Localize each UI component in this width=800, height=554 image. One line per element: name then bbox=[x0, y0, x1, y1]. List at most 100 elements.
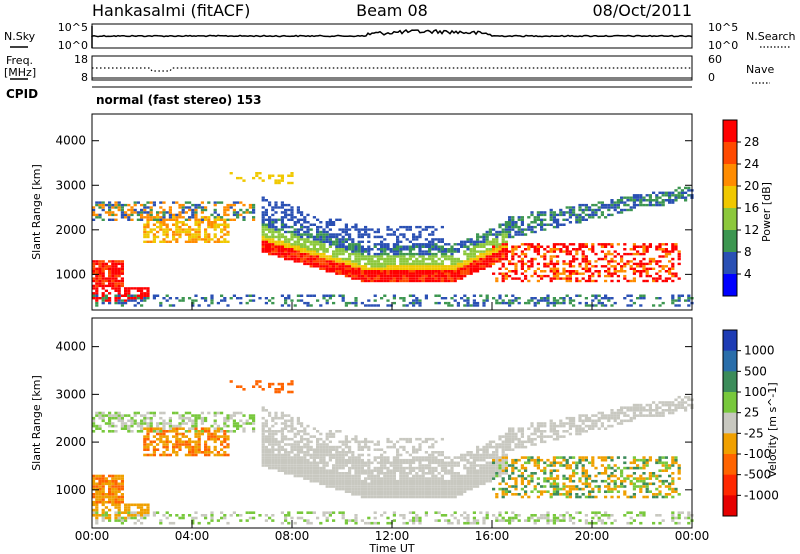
velocity-cell bbox=[274, 456, 278, 459]
power-cell bbox=[466, 245, 470, 248]
velocity-cell bbox=[293, 469, 297, 472]
velocity-cell bbox=[364, 485, 368, 488]
power-cell bbox=[472, 257, 476, 261]
power-cell bbox=[120, 216, 124, 219]
power-cell bbox=[556, 270, 560, 273]
power-cell bbox=[581, 272, 585, 275]
power-cell bbox=[607, 297, 611, 300]
velocity-cell bbox=[504, 458, 508, 462]
power-cell bbox=[421, 245, 425, 248]
velocity-cell bbox=[204, 416, 208, 420]
power-cell bbox=[568, 252, 572, 256]
power-cell bbox=[271, 221, 275, 224]
velocity-cell bbox=[252, 430, 256, 433]
velocity-cell bbox=[280, 411, 284, 415]
power-cell bbox=[178, 233, 182, 236]
power-cell bbox=[680, 294, 684, 297]
power-cell bbox=[671, 274, 675, 278]
power-cell bbox=[655, 201, 659, 204]
velocity-cell bbox=[293, 435, 297, 438]
power-cell bbox=[306, 260, 310, 263]
velocity-cell bbox=[143, 514, 147, 517]
velocity-cell bbox=[399, 477, 403, 480]
power-cell bbox=[568, 211, 572, 214]
power-cell bbox=[264, 228, 268, 231]
velocity-cell bbox=[501, 453, 505, 457]
velocity-cell bbox=[335, 474, 339, 478]
power-cell bbox=[402, 274, 406, 278]
power-cell bbox=[405, 245, 409, 248]
velocity-cell bbox=[466, 487, 470, 491]
power-cell bbox=[450, 252, 454, 256]
power-cell bbox=[140, 203, 144, 207]
power-cell bbox=[344, 274, 348, 278]
velocity-cell bbox=[312, 456, 316, 459]
power-colorbar-swatch bbox=[723, 208, 737, 231]
power-cell bbox=[588, 262, 592, 266]
power-cell bbox=[92, 279, 96, 283]
velocity-cell bbox=[293, 521, 297, 525]
velocity-cell bbox=[98, 500, 102, 504]
velocity-cell bbox=[351, 477, 355, 480]
velocity-cell bbox=[124, 422, 128, 425]
velocity-cell bbox=[332, 511, 336, 514]
power-cell bbox=[261, 230, 265, 234]
velocity-cell bbox=[450, 493, 454, 496]
power-cell bbox=[194, 213, 198, 217]
velocity-cell bbox=[437, 485, 441, 488]
power-cell bbox=[578, 245, 582, 248]
power-cell bbox=[482, 233, 486, 236]
velocity-cell bbox=[508, 440, 512, 444]
velocity-cell bbox=[447, 521, 451, 525]
power-cell bbox=[424, 270, 428, 273]
power-cell bbox=[232, 203, 236, 207]
power-cell bbox=[306, 225, 310, 229]
power-cell bbox=[565, 218, 569, 221]
power-cell bbox=[354, 270, 358, 273]
velocity-cell bbox=[504, 435, 508, 438]
power-x-ticks bbox=[91, 302, 693, 310]
power-cell bbox=[108, 279, 112, 283]
power-cell bbox=[447, 248, 451, 251]
velocity-cell bbox=[325, 482, 329, 486]
power-cell bbox=[517, 233, 521, 236]
power-cell bbox=[530, 299, 534, 302]
velocity-cell bbox=[303, 464, 307, 467]
power-cell bbox=[341, 230, 345, 234]
power-cell bbox=[277, 228, 281, 231]
velocity-cell bbox=[178, 448, 182, 451]
velocity-cell bbox=[418, 456, 422, 459]
velocity-cell bbox=[418, 474, 422, 478]
velocity-cell bbox=[239, 519, 243, 522]
velocity-cell bbox=[220, 440, 224, 444]
power-cell bbox=[146, 230, 150, 234]
velocity-cell bbox=[408, 472, 412, 475]
velocity-cell bbox=[178, 424, 182, 428]
power-cell bbox=[415, 272, 419, 275]
power-cell bbox=[328, 270, 332, 273]
power-cell bbox=[245, 294, 249, 297]
velocity-cell bbox=[101, 511, 105, 514]
velocity-cell bbox=[479, 469, 483, 472]
velocity-cell bbox=[133, 503, 137, 507]
velocity-cell bbox=[415, 456, 419, 459]
power-cell bbox=[632, 270, 636, 273]
velocity-cell bbox=[488, 466, 492, 470]
power-cell bbox=[607, 260, 611, 263]
velocity-cell bbox=[175, 432, 179, 436]
power-cell bbox=[338, 272, 342, 275]
power-cell bbox=[415, 262, 419, 266]
power-cell bbox=[543, 257, 547, 261]
power-cell bbox=[245, 301, 249, 305]
velocity-cell bbox=[95, 511, 99, 514]
power-cell bbox=[194, 211, 198, 214]
power-cell bbox=[607, 262, 611, 266]
velocity-cell bbox=[341, 451, 345, 454]
velocity-cell bbox=[223, 514, 227, 517]
power-cell bbox=[440, 267, 444, 270]
power-cell bbox=[223, 206, 227, 209]
velocity-cell bbox=[306, 458, 310, 462]
power-cell bbox=[386, 262, 390, 266]
velocity-cell bbox=[143, 416, 147, 420]
power-cell bbox=[424, 277, 428, 280]
